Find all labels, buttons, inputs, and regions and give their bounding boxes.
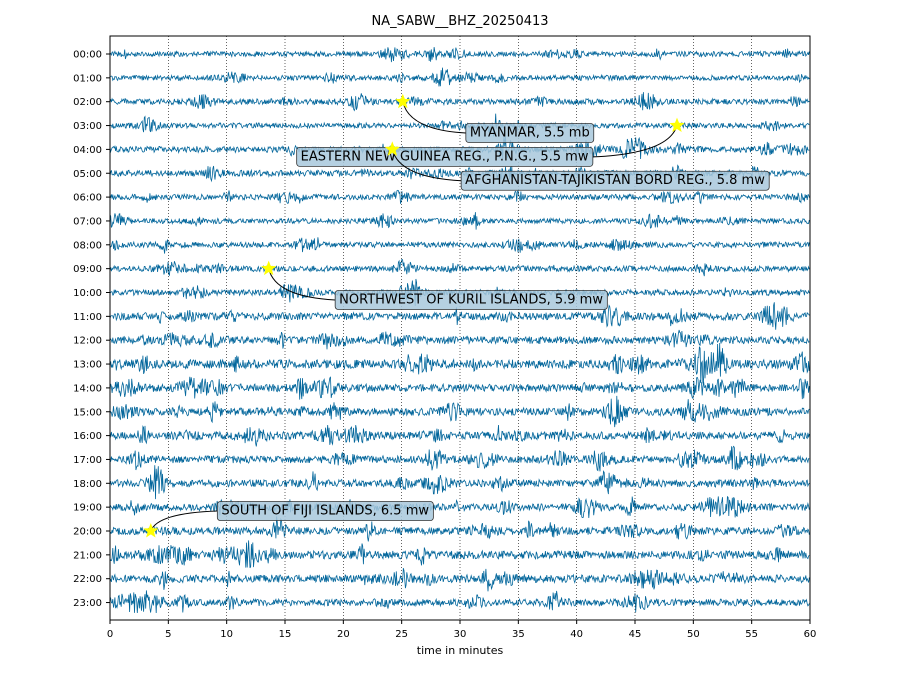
event-star-marker [143,523,159,538]
event-annotation: NORTHWEST OF KURIL ISLANDS, 5.9 mw [261,260,608,310]
trace-line [109,465,810,500]
trace-line [109,258,810,277]
event-connector [402,101,466,134]
event-annotations: MYANMAR, 5.5 mb EASTERN NEW GUINEA REG., … [143,93,770,538]
trace-line [109,590,810,614]
event-label: MYANMAR, 5.5 mb [470,126,590,141]
hour-label: 03:00 [73,121,102,132]
event-label-box [460,170,770,191]
hour-label: 14:00 [73,383,102,394]
x-axis-label: time in minutes [417,644,504,657]
x-tick-label: 0 [107,629,113,640]
event-star-marker [395,93,411,109]
event-star-marker [261,260,277,276]
hour-label: 11:00 [73,312,102,323]
hour-label: 23:00 [73,598,102,609]
hour-label: 13:00 [73,360,102,371]
trace-layer [109,47,810,614]
hour-label: 15:00 [73,407,102,418]
hour-axis: 00:00 01:00 02:00 03:00 04:00 05:00 06:00 07:00… [73,50,110,609]
hour-label: 19:00 [73,503,102,514]
event-label: AFGHANISTAN-TAJIKISTAN BORD REG., 5.8 mw [465,173,765,188]
vertical-grid [168,36,752,620]
trace-line [109,212,810,230]
trace-line [109,342,810,384]
x-tick-label: 15 [279,629,292,640]
trace-line [109,237,810,254]
trace-line [109,395,810,428]
hour-label: 08:00 [73,240,102,251]
trace-line [109,567,810,592]
hour-label: 22:00 [73,574,102,585]
x-tick-label: 55 [745,629,758,640]
event-label-box [465,123,595,143]
x-tick-label: 30 [454,629,467,640]
trace-line [109,329,810,350]
x-tick-label: 10 [220,629,233,640]
x-tick-label: 5 [165,629,171,640]
event-annotation: SOUTH OF FIJI ISLANDS, 6.5 mw [143,501,434,538]
hour-label: 09:00 [73,264,102,275]
x-tick-label: 45 [629,629,642,640]
event-connector [592,125,678,158]
hour-label: 04:00 [73,145,102,156]
hour-label: 16:00 [73,431,102,442]
x-tick-label: 20 [337,629,350,640]
trace-line [109,495,810,519]
hour-label: 17:00 [73,455,102,466]
hour-label: 02:00 [73,97,102,108]
trace-line [109,47,810,63]
event-annotation: MYANMAR, 5.5 mb [395,93,595,143]
trace-line [109,445,810,472]
event-label-box [334,290,608,310]
event-label-box [216,501,434,521]
hour-label: 21:00 [73,550,102,561]
trace-line [109,376,810,400]
hour-label: 10:00 [73,288,102,299]
trace-line [109,113,810,137]
event-connector [268,268,336,301]
minute-axis: 0 5 10 15 20 25 30 35 40 45 50 55 60 [107,620,817,640]
event-star-marker [384,141,400,156]
hour-label: 00:00 [73,50,102,61]
chart-title: NA_SABW__BHZ_20250413 [371,14,548,29]
hour-label: 06:00 [73,193,102,204]
event-label: SOUTH OF FIJI ISLANDS, 6.5 mw [221,504,429,519]
event-label-box [296,146,594,167]
x-tick-label: 25 [395,629,408,640]
hour-label: 12:00 [73,336,102,347]
x-tick-label: 60 [804,629,817,640]
trace-line [110,67,810,87]
hour-label: 20:00 [73,527,102,538]
x-tick-label: 50 [687,629,700,640]
event-star-marker [669,117,685,132]
trace-line [109,189,810,205]
trace-line [109,516,810,542]
trace-line [109,540,810,569]
hour-label: 05:00 [73,169,102,180]
event-label: EASTERN NEW GUINEA REG., P.N.G., 5.5 mw [301,149,589,164]
event-label: NORTHWEST OF KURIL ISLANDS, 5.9 mw [339,292,603,307]
event-annotation: EASTERN NEW GUINEA REG., P.N.G., 5.5 mw [296,117,685,167]
event-connector [391,149,462,182]
hour-label: 07:00 [73,216,102,227]
hour-label: 01:00 [73,73,102,84]
x-tick-label: 35 [512,629,525,640]
x-tick-label: 40 [570,629,583,640]
hour-label: 18:00 [73,479,102,490]
event-annotation: AFGHANISTAN-TAJIKISTAN BORD REG., 5.8 mw [384,141,770,191]
trace-line [109,424,810,447]
trace-line [109,92,810,112]
